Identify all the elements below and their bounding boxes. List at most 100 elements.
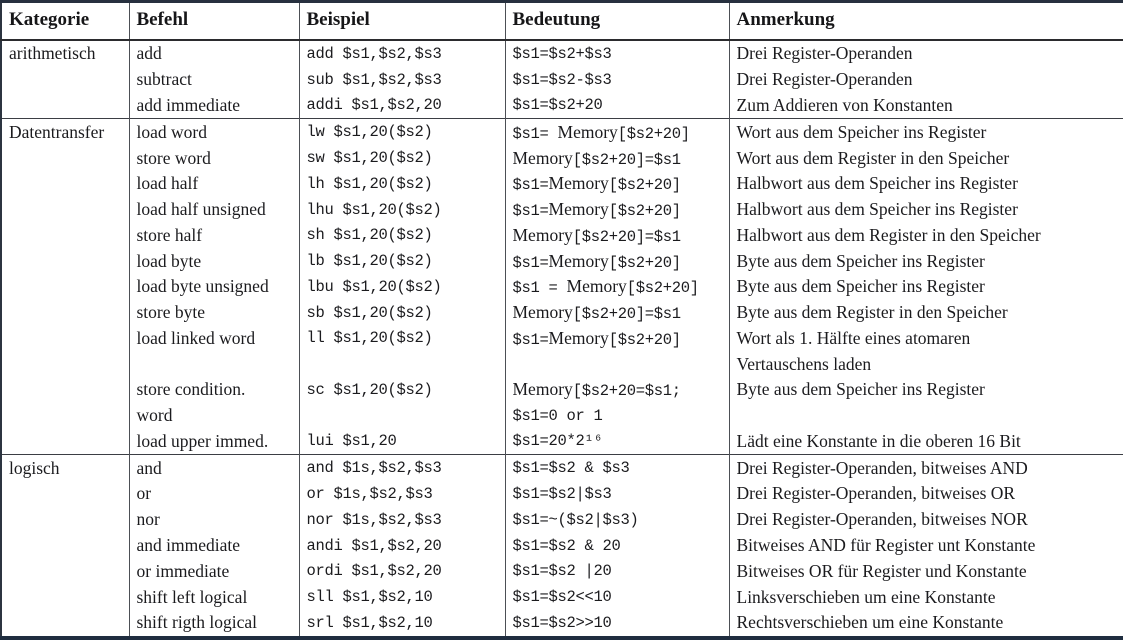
cell-beispiel: lw $s1,20($s2) [298,118,505,146]
header-row: Kategorie Befehl Beispiel Bedeutung Anme… [1,1,1123,41]
cell-kategorie [1,274,129,300]
cell-befehl: or immediate [128,558,299,585]
header-anmerkung: Anmerkung [728,1,1123,41]
memory-label: Memory [512,379,573,400]
cell-beispiel: lh $s1,20($s2) [298,170,505,197]
table-row: load linked word ll $s1,20($s2) $s1=Memory… [1,325,1123,352]
cell-kategorie [1,533,129,559]
table-row: store half sh $s1,20($s2) Memory[$s2+20]=$… [1,222,1123,249]
table-row: word $s1=0 or 1 [1,402,1123,429]
cell-befehl: subtract [128,66,299,93]
cell-bedeutung: $s1=$s2 |20 [504,558,729,585]
table-row: or or $1s,$s2,$s3 $s1=$s2|$s3 Drei Register… [1,481,1123,507]
cell-anmerkung: Drei Register-Operanden, bitweises AND [728,454,1123,482]
cell-befehl: shift rigth logical [128,609,299,638]
cell-befehl: store condition. [128,377,299,403]
cell-kategorie [1,145,129,171]
table-row: load half lh $s1,20($s2) $s1=Memory[$s2+20… [1,170,1123,197]
cell-kategorie [1,67,129,93]
cell-anmerkung: Rechtsverschieben um eine Konstante [728,609,1123,638]
cell-bedeutung: $s1=$s2 & $s3 [504,454,729,482]
cell-befehl: shift left logical [128,584,299,610]
table-row: subtract sub $s1,$s2,$s3 $s1=$s2-$s3 Drei R… [1,66,1123,93]
cell-anmerkung: Drei Register-Operanden, bitweises NOR [728,506,1123,533]
memory-label: Memory [512,302,573,323]
cell-bedeutung [504,351,729,378]
table-row: add immediate addi $s1,$s2,20 $s1=$s2+20 Zu… [1,92,1123,119]
cell-bedeutung: $s1= Memory[$s2+20] [504,118,729,146]
table-row: nor nor $1s,$s2,$s3 $s1=~($s2|$s3) Drei Reg… [1,506,1123,533]
cell-anmerkung: Bitweises AND für Register unt Konstante [728,532,1123,559]
cell-beispiel: lui $s1,20 [298,428,505,455]
cell-beispiel: sb $s1,20($s2) [298,299,505,326]
cell-beispiel: lb $s1,20($s2) [298,248,505,274]
cell-bedeutung: Memory[$s2+20]=$s1 [504,145,729,171]
table-row: store condition. sc $s1,20($s2) Memory[$s2… [1,377,1123,403]
cell-befehl: load word [128,118,299,146]
memory-label: Memory [548,250,609,271]
cell-beispiel: sub $s1,$s2,$s3 [298,66,505,93]
cell-kategorie [1,507,129,533]
header-bedeutung: Bedeutung [504,1,729,41]
cell-beispiel: sw $s1,20($s2) [298,145,505,171]
cell-bedeutung: Memory[$s2+20=$s1; [504,377,729,403]
cell-bedeutung: $s1=$s2-$s3 [504,66,729,93]
cell-anmerkung: Drei Register-Operanden [728,66,1123,93]
cell-befehl: load half unsigned [128,196,299,223]
cell-befehl: load linked word [128,325,299,352]
cell-befehl: load half [128,170,299,197]
cell-beispiel: andi $s1,$s2,20 [298,532,505,559]
cell-befehl: nor [128,506,299,533]
cell-bedeutung: $s1=$s2<<10 [504,584,729,610]
cell-befehl: add [128,39,299,67]
cell-beispiel [298,351,505,378]
cell-anmerkung: Drei Register-Operanden, bitweises OR [728,481,1123,507]
cell-beispiel: or $1s,$s2,$s3 [298,481,505,507]
cell-bedeutung: $s1=Memory[$s2+20] [504,170,729,197]
cell-anmerkung: Byte aus dem Speicher ins Register [728,273,1123,300]
table-row: store byte sb $s1,20($s2) Memory[$s2+20]=$… [1,299,1123,326]
cell-beispiel: lbu $s1,20($s2) [298,273,505,300]
cell-kategorie [1,351,129,377]
table-row: Datentransfer load word lw $s1,20($s2) $s1=… [1,118,1123,146]
cell-beispiel: ll $s1,20($s2) [298,325,505,352]
cell-beispiel: nor $1s,$s2,$s3 [298,506,505,533]
cell-bedeutung: $s1 = Memory[$s2+20] [504,273,729,300]
memory-label: Memory [512,147,573,168]
cell-kategorie [1,377,129,403]
table-row: store word sw $s1,20($s2) Memory[$s2+20]=$… [1,145,1123,171]
cell-kategorie [1,481,129,507]
cell-kategorie [1,610,129,638]
cell-befehl: add immediate [128,92,299,119]
cell-kategorie [1,558,129,584]
cell-kategorie [1,300,129,326]
cell-kategorie [1,325,129,351]
cell-anmerkung: Halbwort aus dem Register in den Speiche… [728,222,1123,249]
cell-anmerkung: Wort als 1. Hälfte eines atomaren [728,325,1123,352]
cell-bedeutung: $s1=$s2+$s3 [504,39,729,67]
cell-bedeutung: $s1=$s2|$s3 [504,481,729,507]
table-row: shift rigth logical srl $s1,$s2,10 $s1=$s2… [1,609,1123,638]
cell-beispiel: srl $s1,$s2,10 [298,609,505,638]
cell-kategorie [1,222,129,248]
cell-anmerkung: Wort aus dem Speicher ins Register [728,118,1123,146]
cell-anmerkung [728,402,1123,429]
cell-kategorie [1,171,129,197]
table-row: load byte unsigned lbu $s1,20($s2) $s1 = M… [1,273,1123,300]
cell-beispiel: sc $s1,20($s2) [298,377,505,403]
table-row: load half unsigned lhu $s1,20($s2) $s1=Mem… [1,196,1123,223]
cell-befehl: store half [128,222,299,249]
cell-kategorie [1,403,129,429]
cell-anmerkung: Vertauschens laden [728,351,1123,378]
cell-kategorie [1,584,129,610]
table-row: logisch and and $1s,$s2,$s3 $s1=$s2 & $s3 Dr… [1,454,1123,482]
cell-bedeutung: $s1=Memory[$s2+20] [504,196,729,223]
cell-befehl: load byte [128,248,299,274]
header-beispiel: Beispiel [298,1,505,41]
cell-beispiel: add $s1,$s2,$s3 [298,39,505,67]
table-row: shift left logical sll $s1,$s2,10 $s1=$s2<… [1,584,1123,610]
cell-anmerkung: Lädt eine Konstante in die oberen 16 Bit [728,428,1123,455]
memory-label: Memory [557,121,618,142]
cell-bedeutung: $s1=~($s2|$s3) [504,506,729,533]
